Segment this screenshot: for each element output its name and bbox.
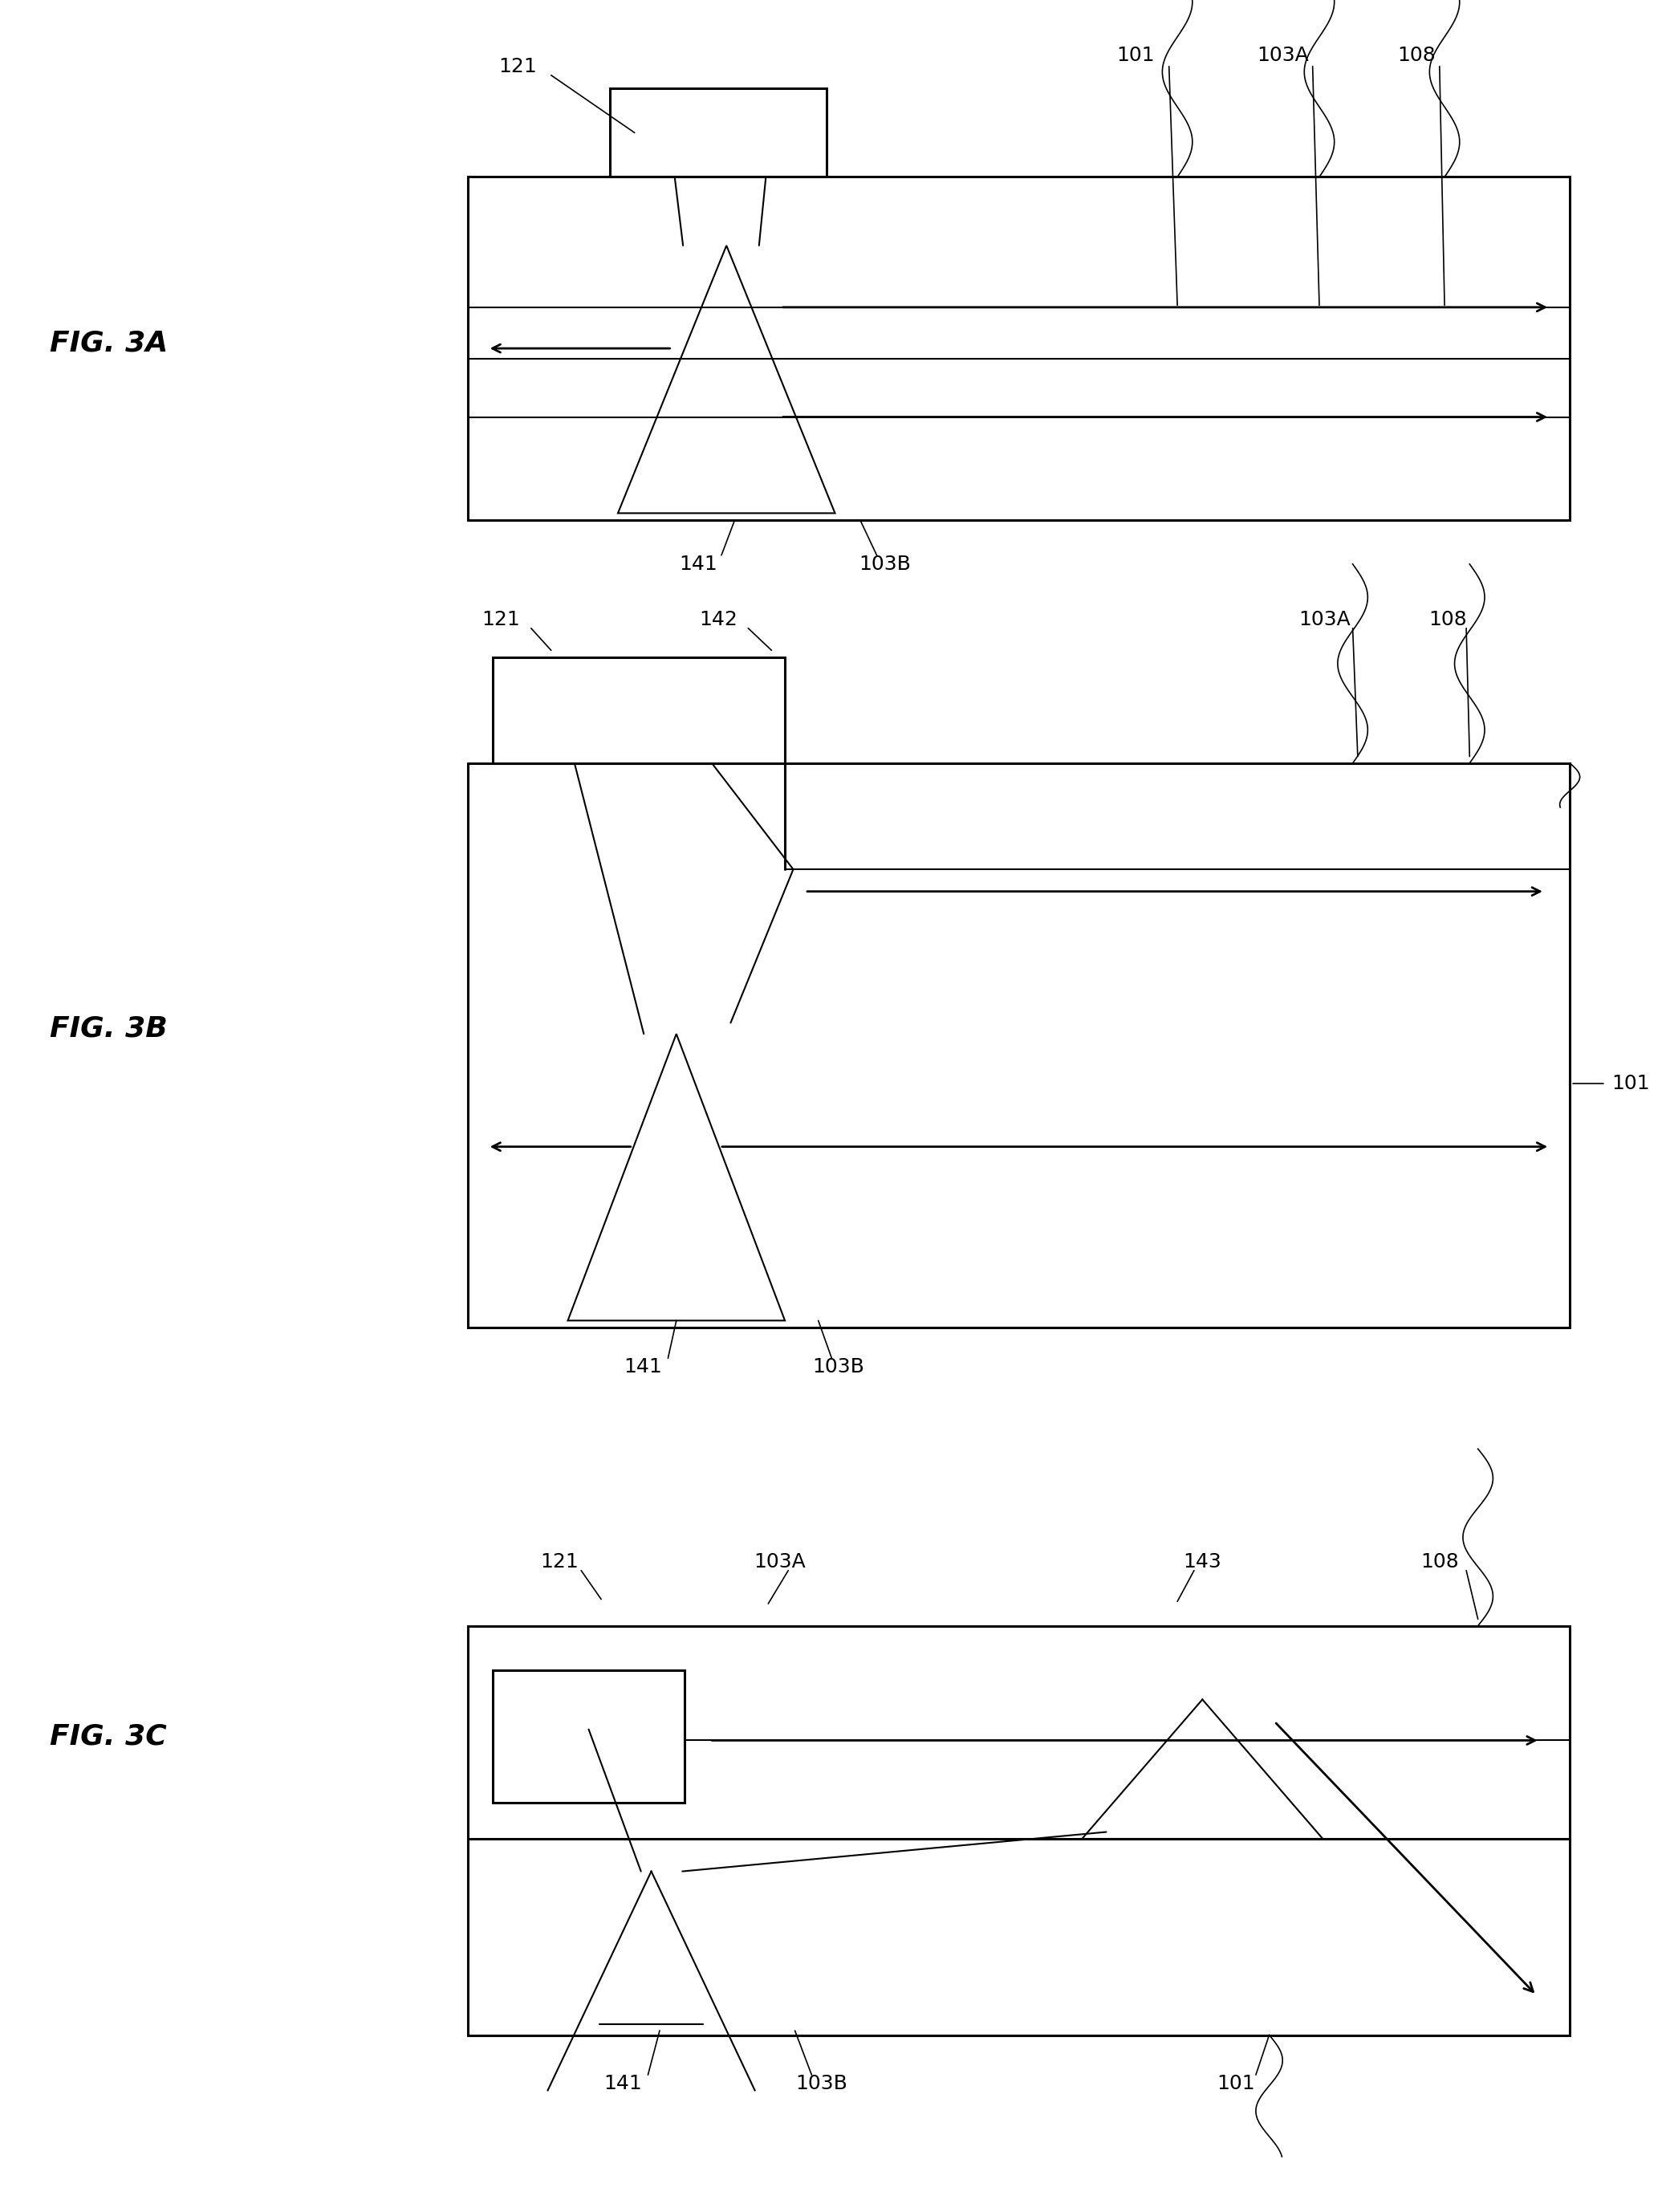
- Text: 142: 142: [698, 611, 738, 628]
- Text: 141: 141: [680, 555, 716, 573]
- Text: 101: 101: [1117, 46, 1154, 64]
- Text: FIG. 3B: FIG. 3B: [50, 1015, 169, 1042]
- Text: 121: 121: [483, 611, 519, 628]
- Text: 103A: 103A: [1298, 611, 1351, 628]
- Text: 141: 141: [625, 1358, 661, 1376]
- Text: 121: 121: [541, 1553, 578, 1571]
- Text: 101: 101: [1217, 2075, 1254, 2093]
- Text: 108: 108: [1421, 1553, 1458, 1571]
- Text: FIG. 3C: FIG. 3C: [50, 1723, 167, 1750]
- Bar: [468, 763, 1570, 1327]
- Text: 103A: 103A: [1256, 46, 1309, 64]
- Text: 141: 141: [605, 2075, 641, 2093]
- Text: 108: 108: [1398, 46, 1435, 64]
- Bar: [468, 177, 1570, 520]
- Text: 103A: 103A: [753, 1553, 807, 1571]
- Text: 101: 101: [1612, 1075, 1650, 1093]
- Bar: [610, 88, 827, 177]
- Text: 143: 143: [1184, 1553, 1221, 1571]
- Bar: [493, 1670, 685, 1803]
- Text: 103B: 103B: [795, 2075, 848, 2093]
- Text: 103B: 103B: [858, 555, 912, 573]
- Bar: [468, 1626, 1570, 2035]
- Text: 108: 108: [1430, 611, 1466, 628]
- Bar: [493, 657, 785, 763]
- Text: 103B: 103B: [812, 1358, 865, 1376]
- Text: FIG. 3A: FIG. 3A: [50, 330, 169, 356]
- Text: 121: 121: [499, 58, 536, 75]
